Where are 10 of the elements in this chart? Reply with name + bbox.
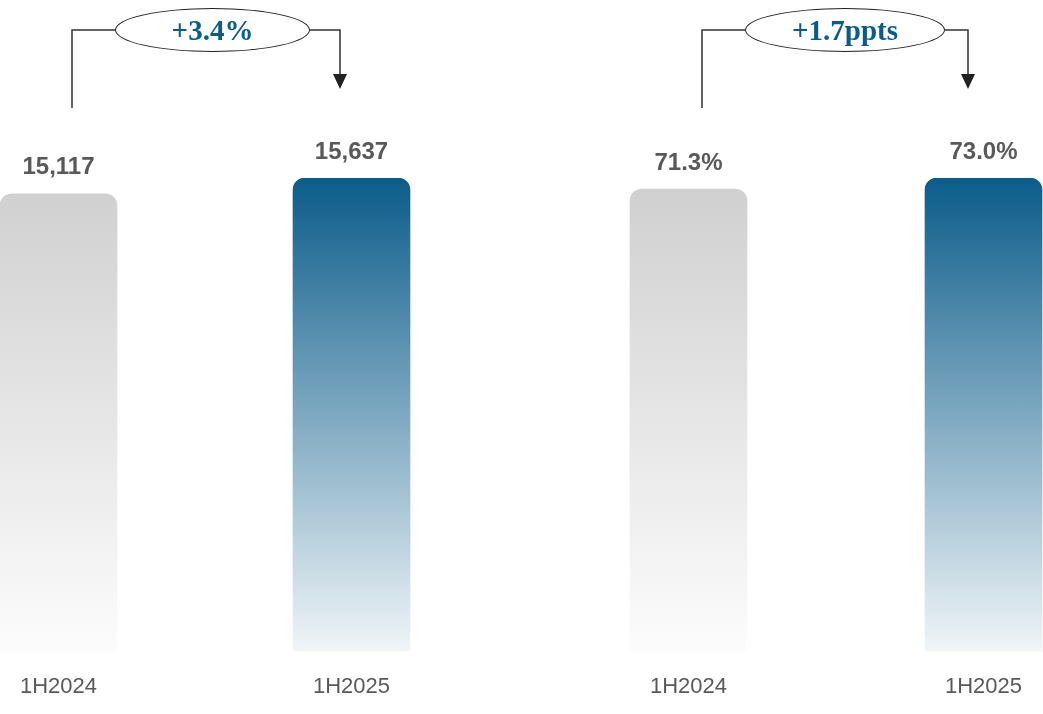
x-tick-label: 1H2025 — [944, 672, 1023, 698]
text: +1.7ppts — [745, 8, 945, 52]
data-label: 71.3% — [654, 147, 723, 175]
x-tick-label: 1H2025 — [312, 672, 391, 698]
data-label: 15,637 — [314, 136, 389, 164]
x-tick-label: 1H2024 — [19, 672, 98, 698]
data-label: 73.0% — [949, 136, 1018, 164]
data-label: 15,117 — [22, 152, 95, 180]
x-tick-label: 1H2024 — [649, 672, 728, 698]
text: +3.4% — [115, 8, 310, 52]
